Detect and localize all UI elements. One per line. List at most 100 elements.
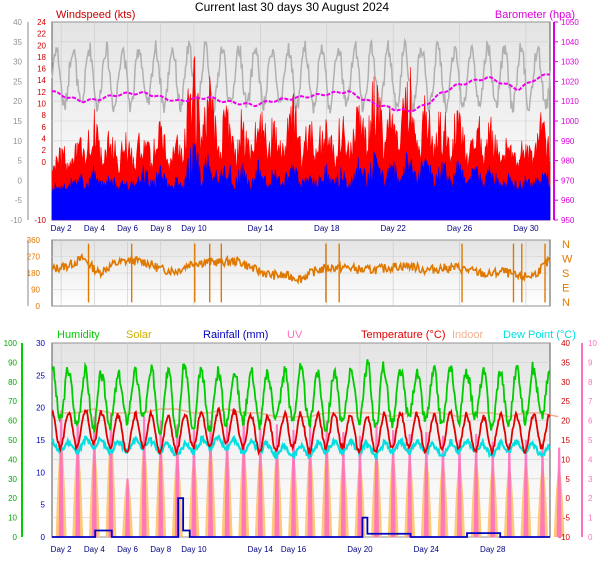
uv-day-bar — [490, 441, 496, 538]
barometer-legend: Barometer (hpa) — [495, 9, 575, 21]
panel-3-legend: Humidity Solar Rainfall (mm) UV Temperature … — [57, 329, 576, 341]
direction-y-tick-label: 180 — [27, 269, 41, 278]
x-tick-label: Day 10 — [181, 224, 207, 233]
legend-item: UV — [287, 329, 303, 341]
direction-y-tick-label: 90 — [31, 286, 40, 295]
uv-day-bar — [390, 430, 396, 538]
x-tick-label: Day 14 — [248, 545, 274, 554]
rainfall-y-tick-label: 5 — [41, 501, 46, 510]
wind-y-tick-label: 24 — [37, 18, 46, 27]
barometer-y-tick-label: 980 — [561, 157, 575, 166]
direction-y-tick-label: 270 — [27, 253, 41, 262]
wind-y-tick-label: 22 — [37, 30, 46, 39]
uv-day-bar — [556, 447, 562, 538]
x-tick-label: Day 8 — [150, 545, 171, 554]
wind-y-tick-label: -10 — [34, 216, 46, 225]
panel-wind-pressure: Day 2 Day 4 Day 6 Day 8 Day 10 Day 14 Day 18 Da… — [10, 9, 579, 233]
legend-item: Solar — [126, 329, 152, 341]
x-tick-label: Day 22 — [380, 224, 406, 233]
temperature-y-tick-label: 25 — [561, 397, 570, 406]
uv-y-tick-label: 2 — [588, 494, 593, 503]
windspeed-legend: Windspeed (kts) — [56, 9, 135, 21]
rainfall-y-tick-label: 30 — [36, 339, 45, 348]
barometer-y-tick-label: 1050 — [561, 18, 579, 27]
outer-y-tick-label: -10 — [10, 216, 22, 225]
x-tick-label: Day 8 — [150, 224, 171, 233]
wind-y-tick-label: 16 — [37, 65, 46, 74]
humidity-y-tick-label: 20 — [8, 494, 17, 503]
temperature-y-tick-label: 40 — [561, 339, 570, 348]
gray-series-line — [51, 37, 551, 115]
outer-y-tick-label: 25 — [13, 77, 22, 86]
uv-day-bar — [473, 433, 479, 538]
humidity-y-tick-label: 50 — [8, 436, 17, 445]
panel-temperature-humidity: Day 2 Day 4 Day 6 Day 8 Day 10 Day 14 Day 16 Da… — [4, 329, 598, 554]
compass-label: N — [562, 297, 570, 309]
direction-y-tick-label: 0 — [36, 302, 41, 311]
uv-y-tick-label: 9 — [588, 358, 593, 367]
outer-y-tick-label: 30 — [13, 58, 22, 67]
humidity-y-tick-label: 40 — [8, 455, 17, 464]
wind-y-tick-label: 10 — [37, 100, 46, 109]
uv-y-tick-label: 8 — [588, 378, 593, 387]
barometer-y-tick-label: 990 — [561, 137, 575, 146]
x-tick-label: Day 28 — [480, 545, 506, 554]
uv-y-tick-label: 5 — [588, 436, 593, 445]
humidity-series — [51, 359, 551, 439]
barometer-y-tick-label: 970 — [561, 176, 575, 185]
humidity-y-tick-label: 80 — [8, 378, 17, 387]
wind-y-tick-label: 20 — [37, 41, 46, 50]
rainfall-y-tick-label: 10 — [36, 468, 45, 477]
uv-y-tick-label: 6 — [588, 417, 593, 426]
humidity-y-tick-label: 100 — [4, 339, 18, 348]
humidity-y-tick-label: 10 — [8, 514, 17, 523]
rainfall-y-tick-label: 20 — [36, 404, 45, 413]
compass-label: S — [562, 268, 569, 280]
panel-3-series — [51, 359, 565, 538]
rainfall-series — [52, 497, 550, 538]
compass-label: E — [562, 283, 569, 295]
dew-point-series — [51, 434, 551, 462]
barometer-y-tick-label: 1030 — [561, 58, 579, 67]
outer-y-tick-label: 10 — [13, 137, 22, 146]
humidity-y-tick-label: 0 — [13, 533, 18, 542]
barometer-series — [51, 73, 551, 113]
panel-2-grid — [52, 239, 550, 307]
x-tick-label: Day 4 — [84, 224, 105, 233]
outer-y-tick-label: 20 — [13, 97, 22, 106]
x-tick-label: Day 24 — [414, 545, 440, 554]
uv-y-tick-label: 4 — [588, 455, 593, 464]
x-tick-label: Day 16 — [281, 545, 307, 554]
uv-y-tick-label: 10 — [588, 339, 597, 348]
wind-y-tick-label: 14 — [37, 76, 46, 85]
wind-y-tick-label: 4 — [42, 134, 47, 143]
x-tick-label: Day 26 — [447, 224, 473, 233]
legend-item: Indoor — [452, 329, 484, 341]
x-tick-label: Day 10 — [181, 545, 207, 554]
temperature-series — [51, 406, 551, 457]
temperature-y-tick-label: 10 — [561, 455, 570, 464]
compass-label: N — [562, 239, 570, 251]
panel-2-series — [51, 243, 551, 303]
wind-y-tick-label: 18 — [37, 53, 46, 62]
outer-y-tick-label: 35 — [13, 38, 22, 47]
x-tick-label: Day 18 — [314, 224, 340, 233]
x-tick-label: Day 30 — [513, 224, 539, 233]
temperature-y-tick-label: -10 — [558, 533, 570, 542]
legend-item: Dew Point (°C) — [503, 329, 576, 341]
wind-direction-series — [51, 252, 551, 286]
barometer-y-tick-label: 960 — [561, 196, 575, 205]
temperature-y-tick-label: 30 — [561, 378, 570, 387]
chart-title: Current last 30 days 30 August 2024 — [195, 0, 389, 14]
temperature-y-tick-label: -5 — [563, 514, 571, 523]
wind-y-tick-label: 2 — [42, 146, 47, 155]
humidity-y-tick-label: 30 — [8, 475, 17, 484]
wind-y-tick-label: 6 — [42, 123, 47, 132]
wind-y-tick-label: 8 — [42, 111, 47, 120]
temperature-y-tick-label: 15 — [561, 436, 570, 445]
x-tick-label: Day 6 — [117, 545, 138, 554]
compass-label: W — [562, 254, 573, 266]
x-tick-label: Day 2 — [51, 545, 72, 554]
